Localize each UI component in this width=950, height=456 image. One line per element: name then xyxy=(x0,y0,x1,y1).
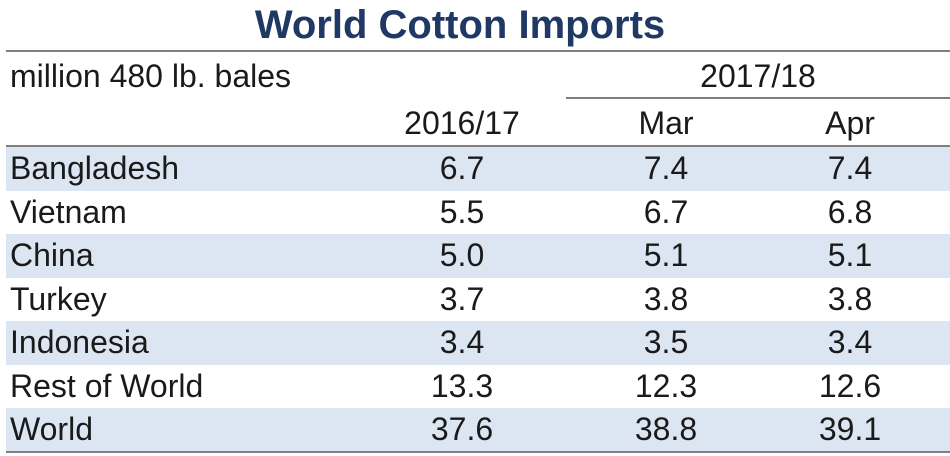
year-group-header: 2017/18 xyxy=(700,58,816,94)
cell-2016-17: 5.0 xyxy=(439,237,485,273)
table-title: World Cotton Imports xyxy=(254,3,666,47)
table-row: Vietnam 5.5 6.7 6.8 xyxy=(6,191,950,235)
cell-apr: 3.4 xyxy=(827,324,873,360)
table-body: Bangladesh 6.7 7.4 7.4 Vietnam 5.5 6.7 6… xyxy=(6,147,950,452)
row-label: China xyxy=(10,237,94,273)
bottom-rule xyxy=(6,451,950,453)
row-label: Vietnam xyxy=(10,193,127,230)
unit-label: million 480 lb. bales xyxy=(10,58,292,94)
column-header-apr: Apr xyxy=(825,105,875,141)
row-label: Bangladesh xyxy=(10,150,180,186)
table-row: Bangladesh 6.7 7.4 7.4 xyxy=(6,147,950,191)
cell-apr: 6.8 xyxy=(827,193,873,230)
cell-2016-17: 3.7 xyxy=(439,280,485,317)
table-row: China 5.0 5.1 5.1 xyxy=(6,234,950,278)
cell-mar: 12.3 xyxy=(634,367,698,404)
column-header-2016-17: 2016/17 xyxy=(404,105,520,141)
cell-2016-17: 13.3 xyxy=(430,367,494,404)
column-header-mar: Mar xyxy=(638,105,694,141)
cell-mar: 6.7 xyxy=(643,193,689,230)
row-label: Indonesia xyxy=(10,324,149,360)
cell-mar: 3.8 xyxy=(643,280,689,317)
row-label: Turkey xyxy=(10,280,107,317)
cell-apr: 3.8 xyxy=(827,280,873,317)
cell-2016-17: 5.5 xyxy=(439,193,485,230)
cell-apr: 5.1 xyxy=(827,237,873,273)
year-group-rule xyxy=(566,97,950,99)
table-row: Indonesia 3.4 3.5 3.4 xyxy=(6,321,950,365)
row-label: World xyxy=(10,411,93,447)
cell-2016-17: 6.7 xyxy=(439,150,485,186)
cell-2016-17: 37.6 xyxy=(430,411,494,447)
cell-apr: 39.1 xyxy=(818,411,882,447)
cell-apr: 12.6 xyxy=(818,367,882,404)
table-row: Turkey 3.7 3.8 3.8 xyxy=(6,278,950,322)
cell-2016-17: 3.4 xyxy=(439,324,485,360)
cell-mar: 5.1 xyxy=(643,237,689,273)
cell-apr: 7.4 xyxy=(827,150,873,186)
cell-mar: 38.8 xyxy=(634,411,698,447)
table-row: World 37.6 38.8 39.1 xyxy=(6,408,950,452)
header-rule xyxy=(6,145,950,147)
cell-mar: 3.5 xyxy=(643,324,689,360)
row-label: Rest of World xyxy=(10,367,204,404)
top-rule xyxy=(6,50,950,52)
table-row: Rest of World 13.3 12.3 12.6 xyxy=(6,365,950,409)
cell-mar: 7.4 xyxy=(643,150,689,186)
